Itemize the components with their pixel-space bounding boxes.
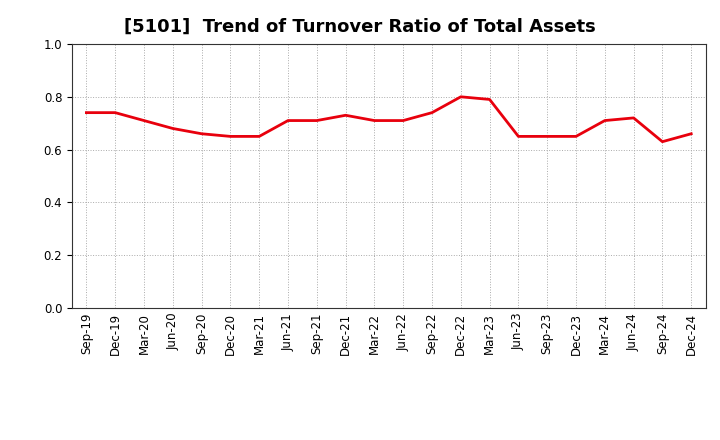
Text: [5101]  Trend of Turnover Ratio of Total Assets: [5101] Trend of Turnover Ratio of Total … — [124, 18, 596, 35]
